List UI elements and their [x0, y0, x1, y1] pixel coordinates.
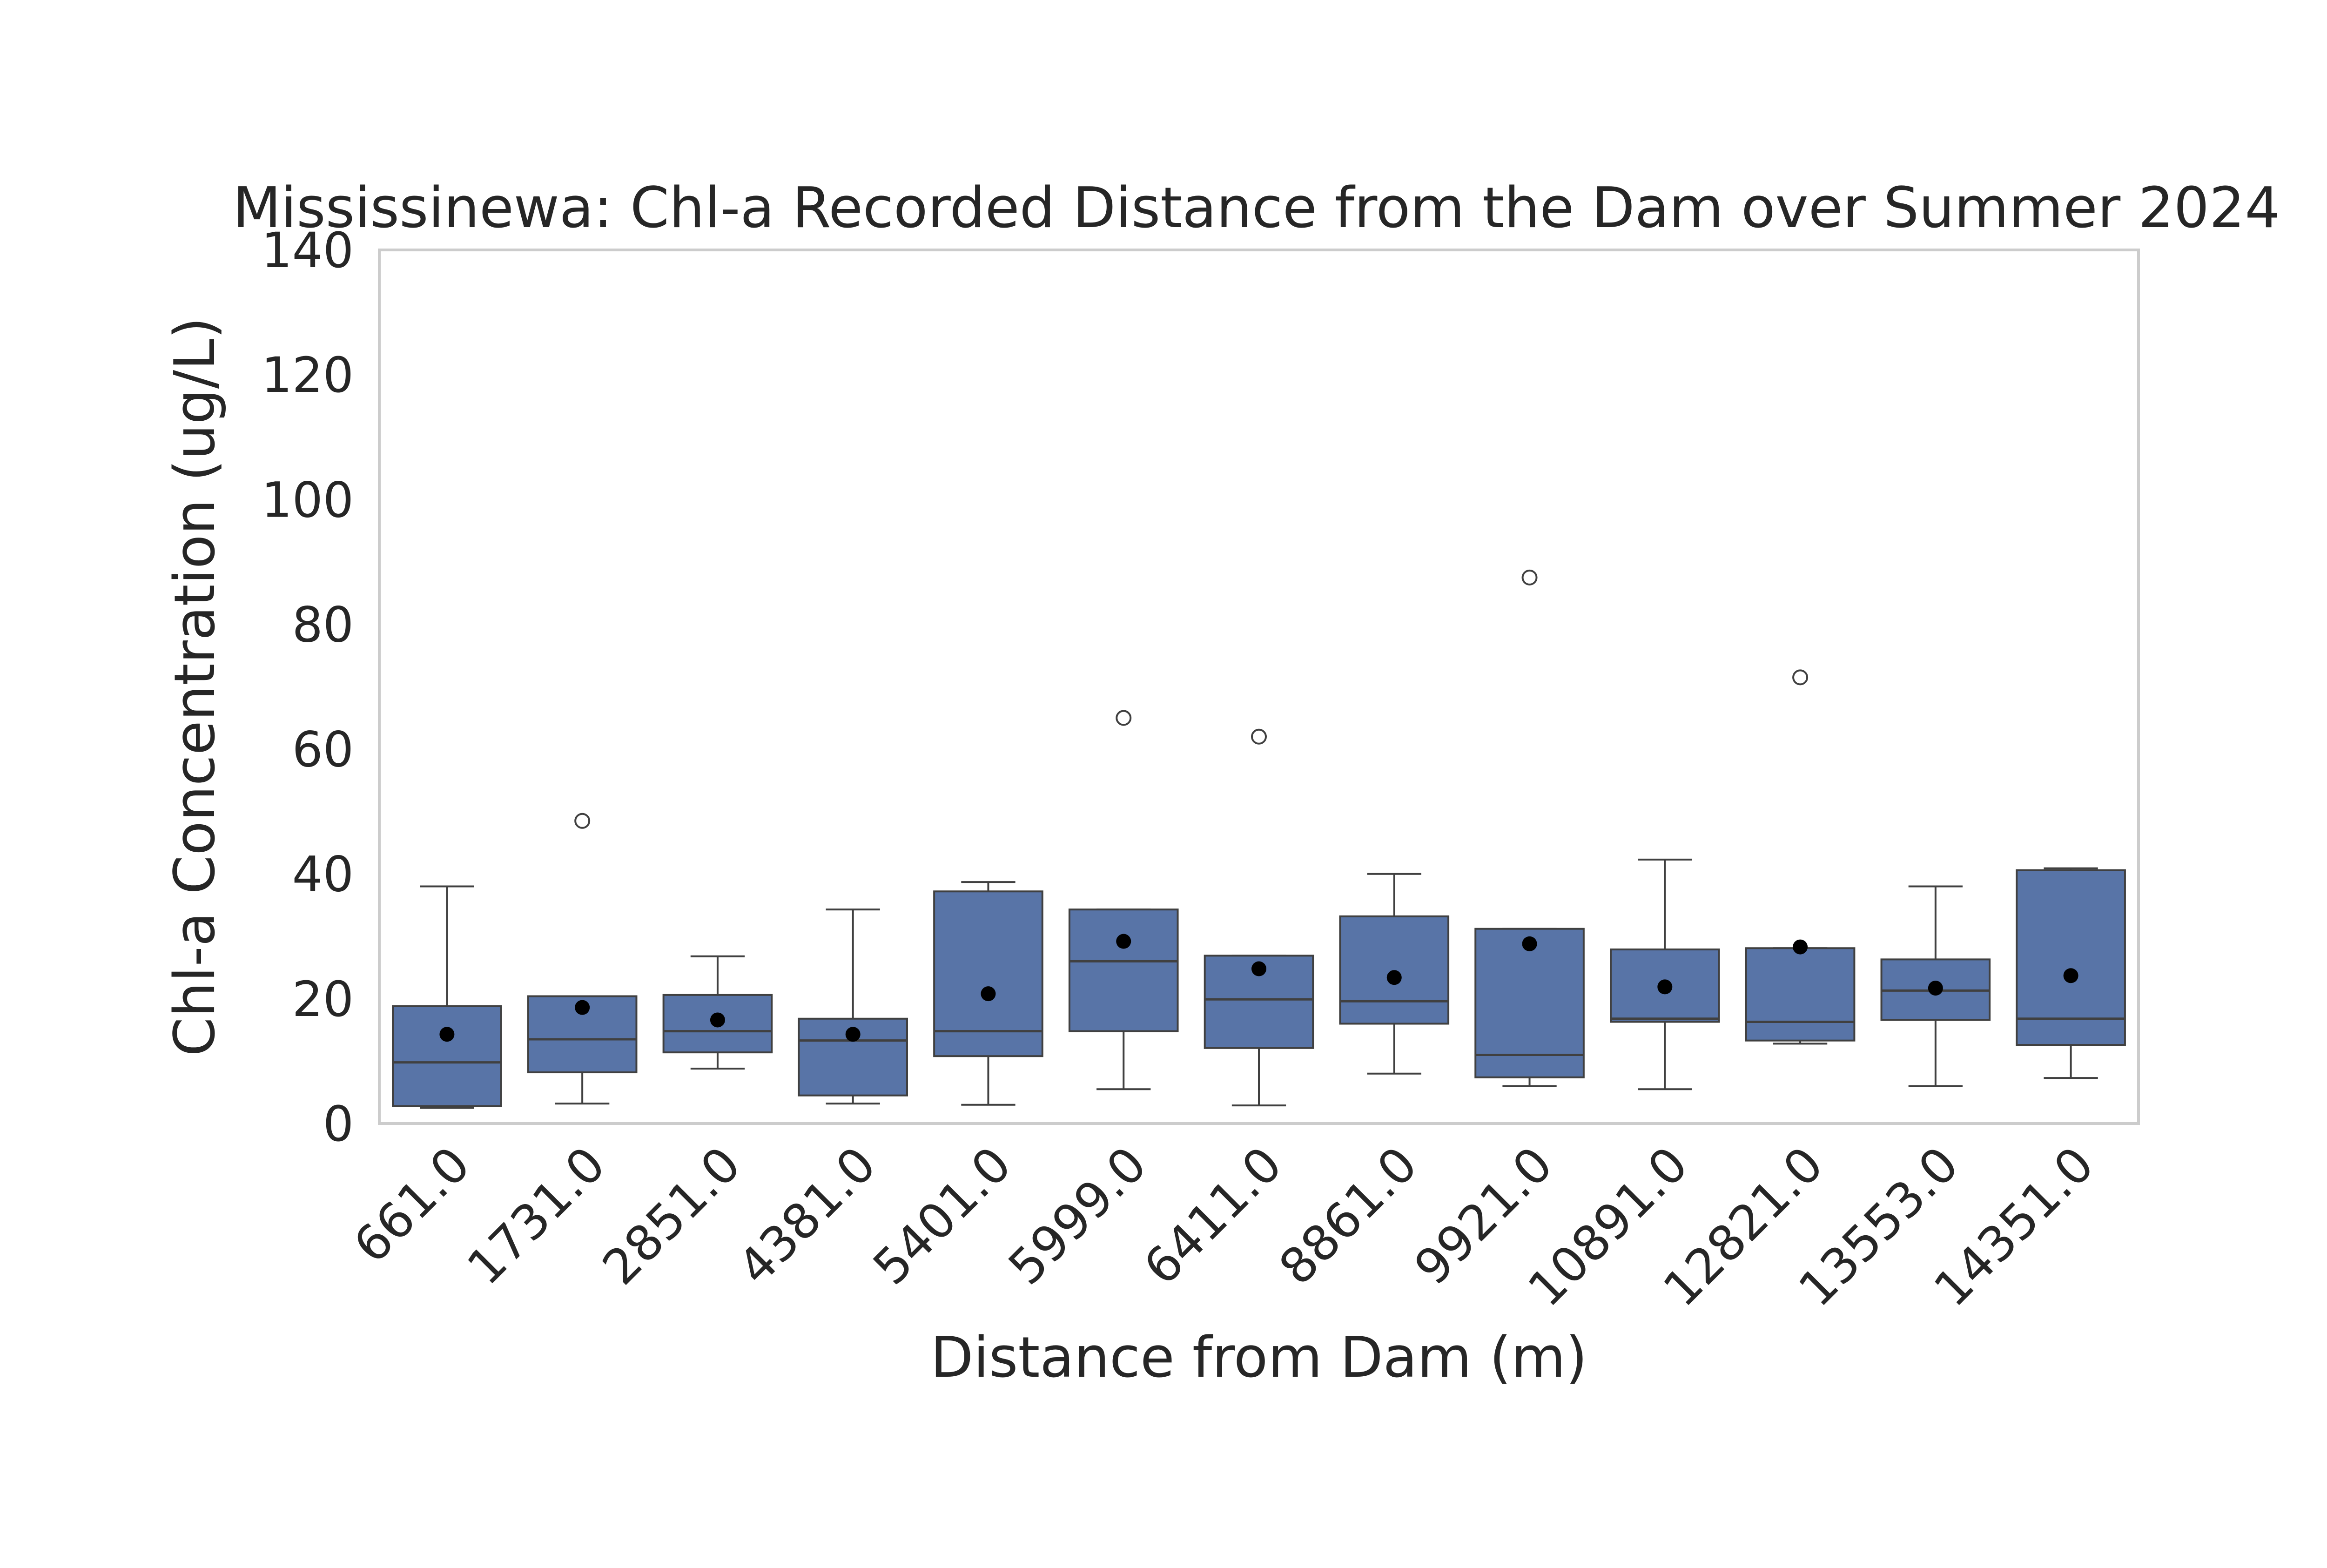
- mean-marker: [1928, 981, 1943, 996]
- outlier-point: [1116, 710, 1132, 726]
- box-plot-12821.0: [1745, 669, 1856, 1045]
- mean-marker: [2063, 968, 2078, 983]
- mean-marker: [1522, 936, 1537, 951]
- box-iqr: [1068, 908, 1179, 1032]
- box-plot-13553.0: [1880, 885, 1991, 1087]
- mean-marker: [575, 1000, 590, 1015]
- x-tick-label: 2851.0: [592, 1136, 752, 1296]
- box-plot-14351.0: [2016, 867, 2126, 1079]
- x-tick-label: 8861.0: [1268, 1136, 1428, 1296]
- box-plot-4381.0: [798, 908, 908, 1105]
- y-tick-label: 40: [292, 846, 354, 903]
- x-tick-label: 6411.0: [1133, 1136, 1293, 1296]
- y-axis-label: Chl-a Concentration (ug/L): [163, 317, 228, 1056]
- mean-marker: [1386, 970, 1402, 985]
- box-plot-9921.0: [1474, 569, 1585, 1087]
- x-axis-ticks: 661.01731.02851.04381.05401.05999.06411.…: [343, 1136, 2105, 1317]
- box-plot-8861.0: [1339, 873, 1450, 1075]
- box-plot-5401.0: [933, 881, 1043, 1106]
- box-iqr: [1745, 947, 1856, 1042]
- box-plot-10891.0: [1610, 858, 1720, 1090]
- outlier-point: [1792, 669, 1809, 686]
- box-iqr: [2016, 869, 2126, 1046]
- chart-title: Mississinewa: Chl-a Recorded Distance fr…: [233, 176, 2280, 241]
- x-tick-label: 5401.0: [862, 1136, 1022, 1296]
- x-axis-label: Distance from Dam (m): [930, 1326, 1587, 1390]
- box-iqr: [933, 890, 1043, 1057]
- box-iqr: [1339, 915, 1450, 1025]
- y-tick-label: 20: [292, 971, 354, 1028]
- outlier-point: [1251, 728, 1267, 745]
- y-tick-label: 140: [261, 222, 354, 279]
- y-tick-label: 80: [292, 596, 354, 653]
- outlier-point: [1521, 569, 1538, 585]
- x-tick-label: 5999.0: [997, 1136, 1157, 1296]
- outlier-point: [574, 813, 591, 829]
- box-plot-1731.0: [527, 813, 638, 1105]
- y-tick-label: 60: [292, 721, 354, 778]
- x-tick-label: 4381.0: [727, 1136, 887, 1296]
- box-plot-5999.0: [1068, 710, 1179, 1090]
- box-iqr: [1474, 928, 1585, 1078]
- box-iqr: [392, 1005, 502, 1107]
- box-plots: [392, 569, 2126, 1109]
- box-plot-6411.0: [1204, 728, 1314, 1107]
- mean-marker: [710, 1012, 725, 1028]
- mean-marker: [1657, 979, 1673, 995]
- mean-marker: [845, 1027, 861, 1042]
- box-plot-661.0: [392, 885, 502, 1109]
- y-axis-ticks: 0 20 40 60 80 100 120 140: [261, 222, 354, 1152]
- mean-marker: [1793, 939, 1808, 955]
- mean-marker: [1116, 934, 1131, 949]
- mean-marker: [981, 986, 996, 1002]
- mean-marker: [439, 1027, 455, 1042]
- y-tick-label: 0: [323, 1096, 354, 1152]
- y-tick-label: 100: [261, 471, 354, 528]
- x-tick-label: 1731.0: [456, 1136, 616, 1296]
- mean-marker: [1251, 961, 1266, 976]
- y-tick-label: 120: [261, 347, 354, 404]
- box-plot-2851.0: [662, 955, 773, 1070]
